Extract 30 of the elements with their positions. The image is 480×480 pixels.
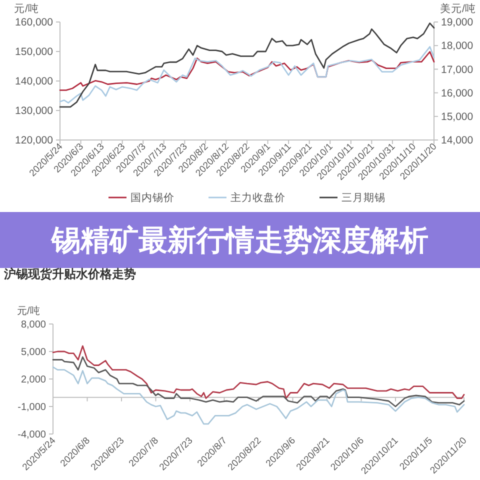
y-tick-label: -4,000 — [18, 430, 46, 441]
y-tick-label: 5,000 — [20, 347, 46, 358]
legend-label: 主力收盘价 — [230, 191, 286, 204]
legend-label: 国内锡价 — [130, 191, 174, 204]
line-series — [52, 345, 465, 399]
y-tick-label: 140,000 — [15, 76, 54, 88]
line-series — [59, 46, 435, 104]
y-axis-title: 元/吨 — [17, 305, 40, 317]
line-series — [52, 366, 465, 425]
text: 锡精矿最新行情走势深度解析 — [50, 224, 428, 257]
y-tick-label: 2,000 — [20, 374, 46, 386]
y2-axis-title: 美元/吨 — [440, 2, 476, 15]
y2-tick-label: 16,000 — [441, 87, 474, 100]
y-tick-label: -1,000 — [18, 402, 46, 414]
y-tick-label: 120,000 — [15, 134, 54, 147]
y2-tick-label: 14,000 — [441, 134, 474, 147]
line-series — [59, 22, 435, 108]
line-series — [59, 51, 435, 91]
y2-tick-label: 17,000 — [441, 64, 474, 76]
y2-tick-label: 18,000 — [441, 40, 474, 52]
y-tick-label: 150,000 — [15, 46, 54, 58]
y2-tick-label: 15,000 — [441, 111, 474, 123]
y2-tick-label: 19,000 — [441, 16, 474, 29]
chart-title: 沪锡现货升贴水价格走势 — [3, 267, 136, 281]
y-tick-label: 8,000 — [20, 320, 46, 331]
y-axis-title: 元/吨 — [14, 2, 39, 15]
line-series — [52, 356, 465, 408]
y-tick-label: 130,000 — [15, 105, 54, 118]
legend-label: 三月期锡 — [342, 192, 386, 204]
y-tick-label: 160,000 — [15, 16, 54, 29]
